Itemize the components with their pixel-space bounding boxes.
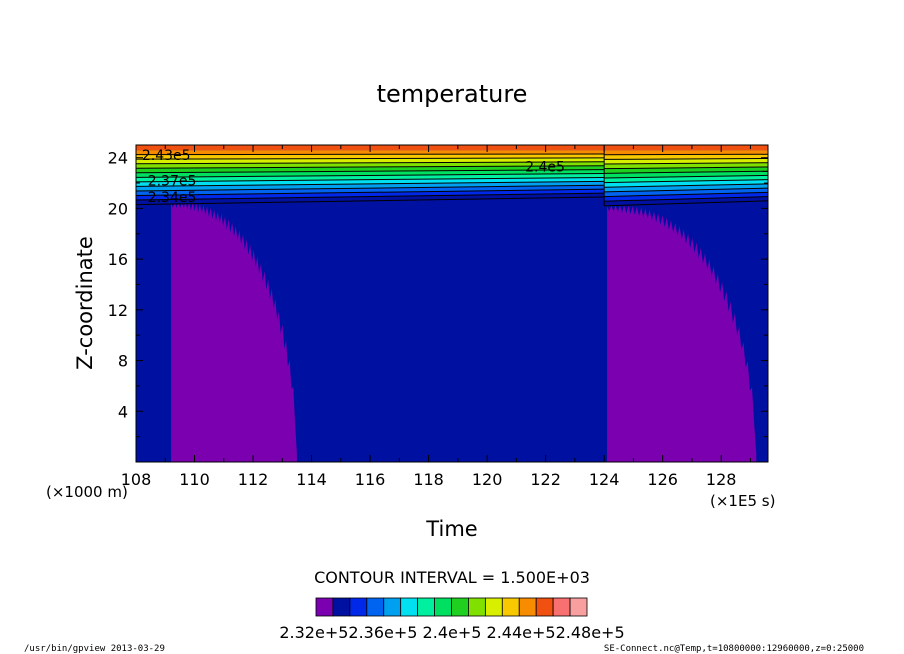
band-2-4 bbox=[604, 183, 768, 193]
y-axis-ticks: 4 8 12 16 20 24 bbox=[108, 149, 768, 438]
x-tick-label-6: 118 bbox=[413, 470, 444, 489]
colorbar-swatch-6 bbox=[400, 597, 419, 617]
contour-label-2: 2.4e5 bbox=[525, 160, 565, 176]
colorbar-swatch-8 bbox=[434, 597, 452, 617]
purple-regions bbox=[171, 201, 757, 462]
colorbar-swatch-10 bbox=[468, 597, 486, 617]
chart-title: temperature bbox=[377, 80, 528, 108]
colorbar-swatch-1 bbox=[315, 597, 334, 617]
x-axis-ticks: 108 110 112 114 116 118 120 122 124 126 128 bbox=[121, 145, 751, 489]
colorbar-swatch-11 bbox=[484, 597, 503, 617]
band-1-3 bbox=[136, 185, 605, 197]
y-tick-label-1: 4 bbox=[118, 402, 128, 421]
footer-left: /usr/bin/gpview 2013-03-29 bbox=[24, 644, 165, 654]
y-tick-label-3: 12 bbox=[108, 301, 128, 320]
contour-label-4: 2.34e5 bbox=[148, 190, 197, 206]
colorbar-swatch-15 bbox=[552, 597, 571, 617]
contour-label-3: 2.37e5 bbox=[148, 174, 197, 190]
band-1-11 bbox=[136, 153, 605, 160]
x-tick-label-11: 128 bbox=[706, 470, 737, 489]
x-tick-label-1: 108 bbox=[121, 470, 152, 489]
x-tick-label-8: 122 bbox=[530, 470, 561, 489]
colorbar-swatch-12 bbox=[501, 597, 520, 617]
temperature-bands bbox=[136, 145, 768, 207]
colorbar bbox=[315, 597, 588, 617]
x-tick-label-4: 114 bbox=[296, 470, 327, 489]
x-tick-label-10: 126 bbox=[647, 470, 678, 489]
colorbar-swatch-3 bbox=[349, 597, 368, 617]
purple-region-2 bbox=[607, 205, 757, 462]
x-tick-label-9: 124 bbox=[589, 470, 620, 489]
band-2-11 bbox=[604, 154, 768, 160]
band-2-5 bbox=[604, 179, 768, 188]
band-2-6 bbox=[604, 175, 768, 184]
y-tick-label-5: 20 bbox=[108, 199, 128, 218]
colorbar-swatch-16 bbox=[569, 597, 588, 617]
band-2-2 bbox=[604, 192, 768, 202]
band-1-2 bbox=[136, 189, 605, 201]
purple-region-1 bbox=[171, 201, 297, 462]
y-axis-label: Z-coordinate bbox=[73, 236, 97, 370]
contour-label-1: 2.43e5 bbox=[142, 148, 191, 164]
plot-frame bbox=[135, 144, 769, 463]
colorbar-swatch-4 bbox=[366, 597, 385, 617]
y-tick-label-2: 8 bbox=[118, 352, 128, 371]
x-tick-label-7: 120 bbox=[472, 470, 503, 489]
x-tick-label-3: 112 bbox=[238, 470, 269, 489]
band-2-3 bbox=[604, 188, 768, 198]
y-unit-label: (×1000 m) bbox=[46, 483, 128, 501]
band-2-1 bbox=[604, 196, 768, 207]
colorbar-swatch-14 bbox=[535, 597, 554, 617]
y-tick-label-6: 24 bbox=[108, 149, 128, 168]
band-1-1 bbox=[136, 193, 605, 206]
band-2-10 bbox=[604, 158, 768, 165]
colorbar-swatch-2 bbox=[332, 597, 351, 617]
colorbar-swatch-13 bbox=[518, 597, 537, 617]
band-2-12 bbox=[604, 150, 768, 156]
x-unit-label: (×1E5 s) bbox=[710, 492, 775, 510]
colorbar-labels: 2.32e+52.36e+5 2.4e+5 2.44e+52.48e+5 bbox=[279, 623, 624, 642]
footer-right: SE-Connect.nc@Temp,t=10800000:12960000,z… bbox=[604, 644, 864, 654]
x-tick-label-2: 110 bbox=[179, 470, 210, 489]
contour-interval-label: CONTOUR INTERVAL = 1.500E+03 bbox=[314, 568, 590, 587]
x-axis-label: Time bbox=[425, 517, 477, 541]
band-1-7 bbox=[136, 169, 605, 178]
band-1-10 bbox=[136, 157, 605, 165]
colorbar-swatch-9 bbox=[451, 597, 469, 617]
band-1-4 bbox=[136, 181, 605, 192]
band-top-2 bbox=[604, 145, 768, 151]
colorbar-swatch-7 bbox=[417, 597, 435, 617]
x-tick-label-5: 116 bbox=[355, 470, 386, 489]
band-2-9 bbox=[604, 162, 768, 170]
colorbar-swatch-5 bbox=[383, 597, 402, 617]
band-1-5 bbox=[136, 177, 605, 187]
band-1-6 bbox=[136, 173, 605, 183]
y-tick-label-4: 16 bbox=[108, 250, 128, 269]
band-1-8 bbox=[136, 165, 605, 174]
contour-plot-area bbox=[136, 145, 768, 462]
